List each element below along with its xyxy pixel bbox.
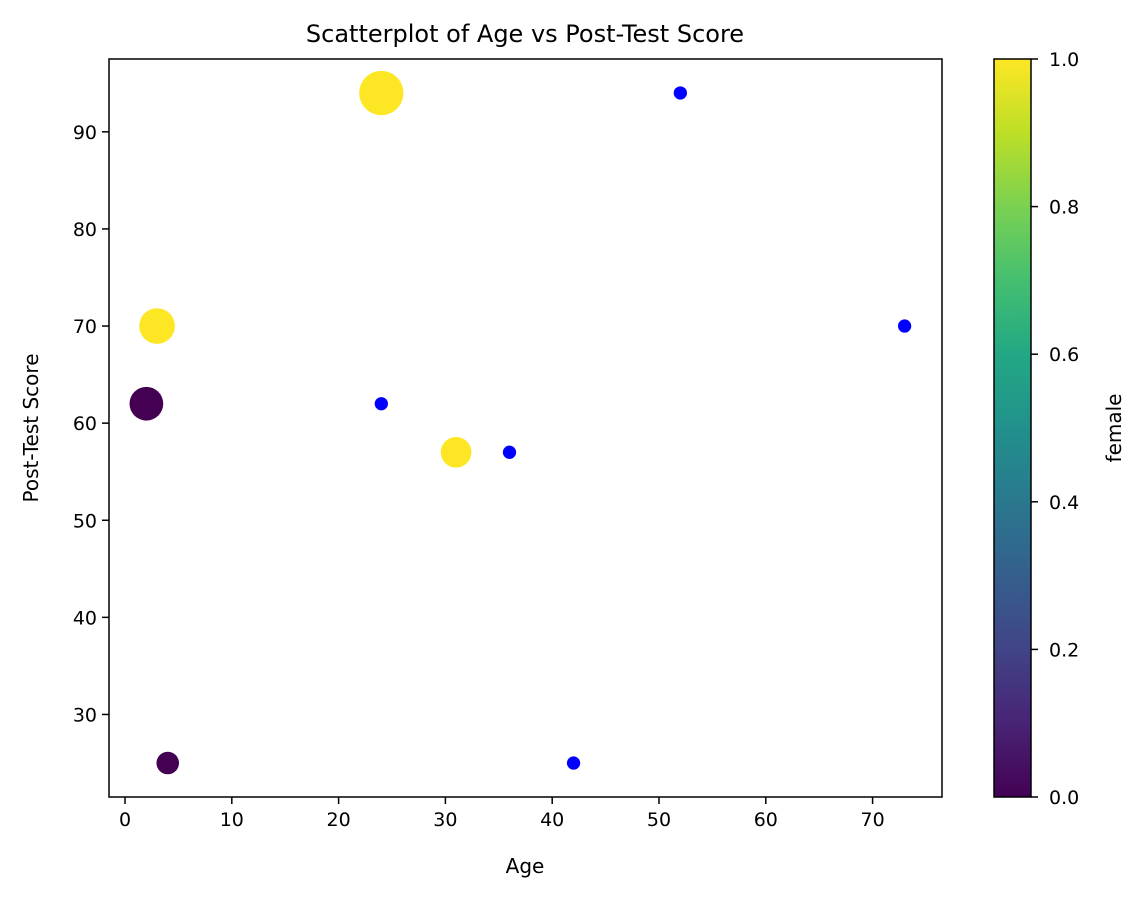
colorbar-tick-label: 0.6 — [1049, 344, 1079, 366]
x-tick-label: 10 — [220, 809, 244, 831]
x-axis-label: Age — [506, 854, 545, 878]
scatter-point — [374, 397, 388, 411]
scatter-points — [129, 70, 912, 775]
scatter-point — [566, 756, 581, 770]
scatter-point — [359, 70, 404, 116]
plot-frame — [108, 58, 943, 798]
colorbar-tick-label: 0.4 — [1049, 492, 1079, 514]
colorbar — [993, 58, 1032, 798]
y-axis-label: Post-Test Score — [19, 354, 43, 503]
y-tick-label: 80 — [73, 219, 97, 241]
x-tick-label: 50 — [647, 809, 671, 831]
colorbar-tick-label: 0.0 — [1049, 787, 1079, 809]
y-tick-label: 60 — [73, 413, 97, 435]
x-tick-label: 70 — [860, 809, 884, 831]
colorbar-tick-label: 1.0 — [1049, 49, 1079, 71]
x-axis: 0 10 20 30 40 50 60 70 — [119, 797, 885, 831]
x-tick-label: 0 — [119, 809, 131, 831]
scatter-point — [129, 386, 164, 421]
colorbar-label: female — [1102, 394, 1126, 463]
y-tick-label: 40 — [73, 607, 97, 629]
scatter-point — [156, 751, 180, 775]
scatter-point — [440, 436, 472, 468]
scatter-point — [139, 308, 175, 344]
colorbar-tick-label: 0.2 — [1049, 639, 1079, 661]
x-tick-label: 40 — [540, 809, 564, 831]
y-tick-label: 50 — [73, 510, 97, 532]
colorbar-axis: 0.0 0.2 0.4 0.6 0.8 1.0 — [1031, 49, 1079, 809]
scatter-point — [502, 445, 517, 459]
x-tick-label: 60 — [754, 809, 778, 831]
x-tick-label: 30 — [433, 809, 457, 831]
y-tick-label: 70 — [73, 316, 97, 338]
y-tick-label: 30 — [73, 704, 97, 726]
scatter-point — [897, 319, 912, 333]
y-tick-label: 90 — [73, 122, 97, 144]
y-axis: 30 40 50 60 70 80 90 — [73, 122, 109, 726]
x-tick-label: 20 — [327, 809, 351, 831]
chart-title: Scatterplot of Age vs Post-Test Score — [306, 20, 744, 48]
scatter-point — [673, 86, 687, 100]
colorbar-tick-label: 0.8 — [1049, 197, 1079, 219]
